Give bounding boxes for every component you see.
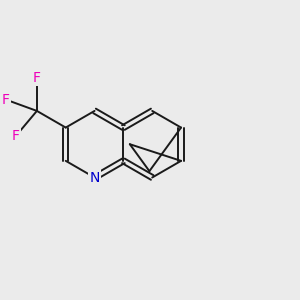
Text: F: F bbox=[33, 70, 41, 85]
Text: F: F bbox=[2, 92, 10, 106]
Text: N: N bbox=[89, 170, 100, 184]
Text: F: F bbox=[11, 129, 20, 143]
